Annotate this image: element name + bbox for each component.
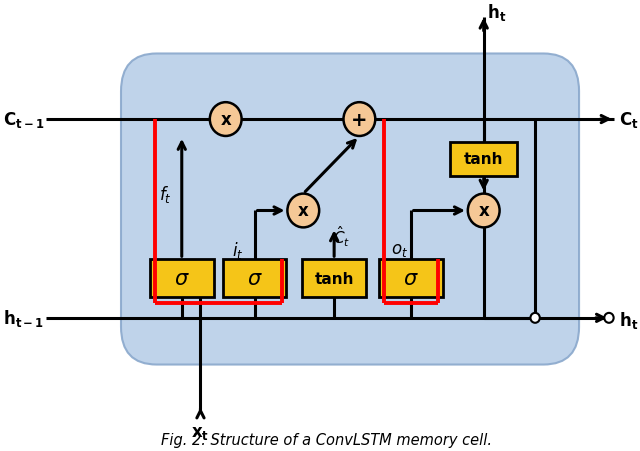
FancyBboxPatch shape (450, 143, 517, 176)
Text: $\sigma$: $\sigma$ (174, 268, 189, 289)
Text: Fig. 2. Structure of a ConvLSTM memory cell.: Fig. 2. Structure of a ConvLSTM memory c… (161, 432, 492, 446)
Text: x: x (478, 202, 489, 220)
Text: +: + (351, 110, 367, 129)
Circle shape (344, 103, 375, 137)
Circle shape (287, 194, 319, 228)
FancyBboxPatch shape (121, 55, 579, 365)
Text: $\hat{C}_t$: $\hat{C}_t$ (333, 224, 350, 248)
Text: x: x (220, 111, 231, 129)
FancyBboxPatch shape (150, 260, 214, 297)
Text: $\mathbf{x_t}$: $\mathbf{x_t}$ (191, 423, 209, 441)
FancyBboxPatch shape (379, 260, 443, 297)
Text: $\sigma$: $\sigma$ (403, 268, 419, 289)
FancyBboxPatch shape (223, 260, 287, 297)
Circle shape (531, 313, 540, 323)
Text: $o_t$: $o_t$ (391, 241, 408, 259)
Text: $\mathbf{C_{t-1}}$: $\mathbf{C_{t-1}}$ (3, 110, 44, 130)
Circle shape (468, 194, 500, 228)
Circle shape (210, 103, 241, 137)
Text: x: x (298, 202, 308, 220)
FancyBboxPatch shape (302, 260, 366, 297)
Text: $i_t$: $i_t$ (232, 239, 244, 260)
Text: $\mathbf{h_t}$: $\mathbf{h_t}$ (620, 310, 639, 331)
Circle shape (604, 313, 614, 323)
Text: $\mathbf{h_{t-1}}$: $\mathbf{h_{t-1}}$ (3, 308, 44, 329)
Text: $\sigma$: $\sigma$ (247, 268, 262, 289)
Text: tanh: tanh (464, 152, 504, 167)
Text: $\mathbf{C_t}$: $\mathbf{C_t}$ (620, 110, 639, 130)
Text: $\mathbf{h_t}$: $\mathbf{h_t}$ (488, 2, 507, 23)
Text: tanh: tanh (314, 271, 354, 286)
Text: $f_t$: $f_t$ (159, 184, 172, 205)
